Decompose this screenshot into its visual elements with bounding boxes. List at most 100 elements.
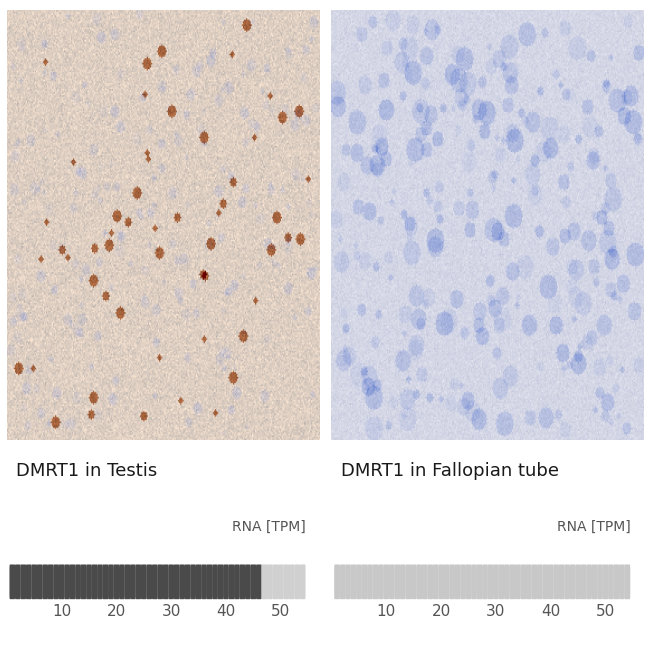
FancyBboxPatch shape [152, 564, 158, 599]
FancyBboxPatch shape [350, 564, 356, 599]
FancyBboxPatch shape [340, 564, 345, 599]
FancyBboxPatch shape [207, 564, 213, 599]
Text: RNA [TPM]: RNA [TPM] [557, 520, 631, 534]
FancyBboxPatch shape [476, 564, 482, 599]
FancyBboxPatch shape [537, 564, 543, 599]
FancyBboxPatch shape [245, 564, 251, 599]
FancyBboxPatch shape [212, 564, 218, 599]
FancyBboxPatch shape [10, 564, 15, 599]
FancyBboxPatch shape [417, 564, 422, 599]
FancyBboxPatch shape [272, 564, 278, 599]
FancyBboxPatch shape [185, 564, 190, 599]
FancyBboxPatch shape [526, 564, 532, 599]
FancyBboxPatch shape [592, 564, 597, 599]
FancyBboxPatch shape [465, 564, 471, 599]
FancyBboxPatch shape [70, 564, 75, 599]
FancyBboxPatch shape [515, 564, 521, 599]
FancyBboxPatch shape [75, 564, 81, 599]
FancyBboxPatch shape [372, 564, 378, 599]
FancyBboxPatch shape [20, 564, 26, 599]
FancyBboxPatch shape [411, 564, 417, 599]
FancyBboxPatch shape [570, 564, 575, 599]
FancyBboxPatch shape [389, 564, 395, 599]
FancyBboxPatch shape [15, 564, 21, 599]
Text: 30: 30 [161, 604, 181, 619]
Text: 30: 30 [486, 604, 506, 619]
FancyBboxPatch shape [53, 564, 59, 599]
FancyBboxPatch shape [406, 564, 411, 599]
FancyBboxPatch shape [174, 564, 179, 599]
FancyBboxPatch shape [146, 564, 152, 599]
FancyBboxPatch shape [31, 564, 37, 599]
FancyBboxPatch shape [334, 564, 340, 599]
FancyBboxPatch shape [48, 564, 53, 599]
FancyBboxPatch shape [223, 564, 229, 599]
FancyBboxPatch shape [586, 564, 592, 599]
FancyBboxPatch shape [361, 564, 367, 599]
FancyBboxPatch shape [229, 564, 234, 599]
FancyBboxPatch shape [603, 564, 608, 599]
FancyBboxPatch shape [378, 564, 383, 599]
FancyBboxPatch shape [548, 564, 554, 599]
FancyBboxPatch shape [119, 564, 125, 599]
FancyBboxPatch shape [130, 564, 136, 599]
FancyBboxPatch shape [553, 564, 559, 599]
FancyBboxPatch shape [471, 564, 477, 599]
FancyBboxPatch shape [141, 564, 147, 599]
FancyBboxPatch shape [499, 564, 504, 599]
FancyBboxPatch shape [250, 564, 256, 599]
FancyBboxPatch shape [37, 564, 43, 599]
FancyBboxPatch shape [614, 564, 619, 599]
FancyBboxPatch shape [202, 564, 207, 599]
FancyBboxPatch shape [427, 564, 433, 599]
FancyBboxPatch shape [521, 564, 526, 599]
FancyBboxPatch shape [400, 564, 406, 599]
FancyBboxPatch shape [395, 564, 400, 599]
FancyBboxPatch shape [493, 564, 499, 599]
Text: 20: 20 [107, 604, 126, 619]
Text: 40: 40 [541, 604, 560, 619]
FancyBboxPatch shape [433, 564, 439, 599]
FancyBboxPatch shape [564, 564, 570, 599]
FancyBboxPatch shape [455, 564, 460, 599]
FancyBboxPatch shape [234, 564, 240, 599]
FancyBboxPatch shape [532, 564, 537, 599]
FancyBboxPatch shape [449, 564, 455, 599]
FancyBboxPatch shape [559, 564, 565, 599]
FancyBboxPatch shape [384, 564, 389, 599]
FancyBboxPatch shape [356, 564, 362, 599]
FancyBboxPatch shape [488, 564, 493, 599]
FancyBboxPatch shape [278, 564, 283, 599]
FancyBboxPatch shape [619, 564, 625, 599]
FancyBboxPatch shape [218, 564, 224, 599]
FancyBboxPatch shape [267, 564, 272, 599]
FancyBboxPatch shape [179, 564, 185, 599]
FancyBboxPatch shape [92, 564, 98, 599]
FancyBboxPatch shape [135, 564, 141, 599]
FancyBboxPatch shape [580, 564, 586, 599]
FancyBboxPatch shape [460, 564, 466, 599]
FancyBboxPatch shape [422, 564, 428, 599]
FancyBboxPatch shape [345, 564, 351, 599]
Text: DMRT1 in Testis: DMRT1 in Testis [16, 462, 157, 480]
FancyBboxPatch shape [256, 564, 262, 599]
FancyBboxPatch shape [108, 564, 114, 599]
FancyBboxPatch shape [103, 564, 109, 599]
FancyBboxPatch shape [58, 564, 64, 599]
FancyBboxPatch shape [625, 564, 630, 599]
FancyBboxPatch shape [575, 564, 581, 599]
FancyBboxPatch shape [42, 564, 48, 599]
FancyBboxPatch shape [608, 564, 614, 599]
FancyBboxPatch shape [294, 564, 300, 599]
Text: 10: 10 [52, 604, 72, 619]
FancyBboxPatch shape [81, 564, 86, 599]
FancyBboxPatch shape [542, 564, 548, 599]
FancyBboxPatch shape [26, 564, 32, 599]
FancyBboxPatch shape [64, 564, 70, 599]
Text: DMRT1 in Fallopian tube: DMRT1 in Fallopian tube [341, 462, 558, 480]
FancyBboxPatch shape [190, 564, 196, 599]
FancyBboxPatch shape [367, 564, 373, 599]
FancyBboxPatch shape [163, 564, 168, 599]
FancyBboxPatch shape [168, 564, 174, 599]
FancyBboxPatch shape [300, 564, 306, 599]
